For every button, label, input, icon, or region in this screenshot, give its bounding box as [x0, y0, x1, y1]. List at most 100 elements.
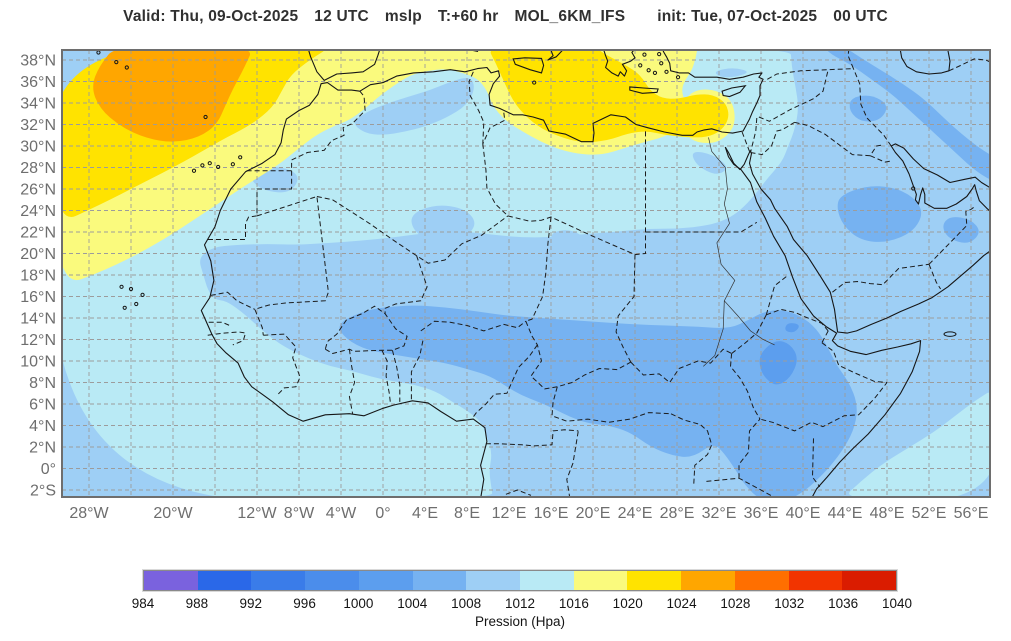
colorbar-cell-1008-1012: [466, 571, 521, 590]
country-border-path: [870, 155, 892, 163]
title-field: mslp: [384, 8, 422, 25]
pressure-region-1020-1024-mediterranean: [490, 50, 729, 142]
colorbar-tick-label: 988: [185, 596, 209, 611]
island-dot: [191, 168, 197, 173]
country-border-path: [551, 386, 671, 423]
country-border-path: [384, 255, 428, 314]
island-dot: [532, 80, 537, 85]
country-border-path: [615, 254, 636, 363]
lon-tick-label: 12°E: [492, 505, 527, 522]
country-border-path: [485, 429, 579, 447]
title-init-hour: 00 UTC: [833, 8, 888, 25]
country-border-path: [324, 305, 408, 354]
island-dot: [207, 161, 212, 166]
colorbar-cell-984-988: [144, 571, 198, 590]
lon-tick-label: 16°E: [534, 505, 569, 522]
country-border-path: [507, 128, 646, 256]
lat-tick-label: 4°N: [29, 418, 56, 435]
island-dot: [124, 65, 129, 70]
lat-tick-label: 24°N: [20, 203, 56, 220]
country-border-path: [750, 117, 758, 153]
title-model: MOL_6KM_IFS: [514, 8, 626, 25]
country-border-path: [210, 291, 256, 310]
island-sardinia-tip: [471, 50, 479, 53]
title-init-date: init: Tue, 07-Oct-2025: [657, 8, 818, 25]
lon-tick-label: 32°E: [702, 505, 737, 522]
country-border-path: [759, 342, 888, 432]
lat-tick-label: 38°N: [20, 53, 56, 70]
country-border-path: [847, 50, 854, 69]
colorbar-cell-1016-1020: [573, 571, 628, 590]
pressure-map: 38°N 36°N 34°N 32°N 30°N 28°N 26°N 24°N 22°N 20°N…: [20, 49, 991, 522]
pressure-region-1012-1016-indian-ocean: [849, 392, 990, 497]
island-dot: [128, 286, 134, 292]
country-border-path: [928, 264, 942, 290]
country-border-path: [381, 350, 391, 403]
colorbar-cell-1032-1036: [788, 571, 843, 590]
pressure-region-1004-1008-zagros: [849, 95, 887, 122]
country-border-path: [291, 90, 366, 171]
title-valid-date: Valid: Thu, 09-Oct-2025: [123, 8, 299, 25]
colorbar-tick-label: 1040: [881, 596, 913, 611]
island-dot: [646, 68, 651, 73]
coastline-path: [899, 50, 951, 75]
island-dot: [238, 155, 243, 160]
country-border-path: [812, 438, 821, 488]
colorbar-tick-label: 992: [239, 596, 262, 611]
page-title: Valid: Thu, 09-Oct-2025 12 UTC mslp T:+6…: [0, 8, 1011, 26]
country-border-path: [765, 274, 789, 315]
country-border-path: [482, 143, 509, 217]
map-frame: [61, 49, 991, 498]
lat-tick-label: 2°N: [29, 440, 56, 457]
title-lead-time: T:+60 hr: [437, 8, 499, 25]
country-border-path: [750, 121, 795, 156]
lat-tick-label: 6°N: [29, 397, 56, 414]
coastline-path: [200, 50, 764, 497]
pressure-fill-regions: [62, 50, 990, 497]
country-border-path: [263, 333, 301, 395]
lon-tick-label: 28°E: [660, 505, 695, 522]
country-border-path: [505, 489, 532, 496]
country-border-path: [254, 196, 329, 336]
lat-tick-label: 32°N: [20, 117, 56, 134]
country-border-path: [730, 353, 761, 420]
river-nile: [703, 137, 736, 367]
country-border-path: [767, 68, 854, 80]
country-border-path: [472, 344, 538, 418]
lon-tick-label: 0°: [375, 505, 390, 522]
lon-tick-label: 8°W: [284, 505, 315, 522]
country-border-path: [758, 69, 829, 122]
country-border-path: [731, 314, 767, 354]
colorbar-cell-1000-1004: [358, 571, 413, 590]
island-dot: [122, 305, 127, 310]
pressure-region-1004-1008-iran-swath: [826, 50, 990, 180]
lat-tick-label: 2°S: [30, 483, 56, 500]
coastline-path: [603, 50, 636, 77]
island-dot: [664, 69, 669, 74]
country-border-path: [794, 121, 883, 157]
country-border-path: [420, 320, 527, 332]
lon-tick-label: 48°E: [870, 505, 905, 522]
colorbar-tick-label: 1028: [720, 596, 751, 611]
island-dot: [642, 52, 647, 57]
rivers: [703, 137, 775, 367]
island-cyprus: [721, 85, 747, 98]
coastline-path: [890, 145, 990, 212]
lon-tick-label: 24°E: [618, 505, 653, 522]
country-borders: [205, 50, 990, 497]
lat-tick-label: 0°: [41, 461, 56, 478]
country-border-path: [566, 430, 579, 497]
pressure-region-1004-1008-sahel-horn: [339, 305, 857, 497]
lat-tick-label: 12°N: [20, 332, 56, 349]
colorbar-cell-1036-1040: [842, 571, 897, 590]
lon-tick-label: 20°W: [153, 505, 193, 522]
colorbar-tick-label: 1024: [666, 596, 697, 611]
island-dot: [230, 162, 235, 167]
graticule-grid: [62, 50, 990, 497]
colorbar-cell-1004-1008: [412, 571, 467, 590]
country-border-path: [766, 308, 829, 332]
lon-tick-label: 52°E: [912, 505, 947, 522]
country-border-path: [852, 68, 892, 147]
country-border-path: [391, 350, 401, 402]
island-socotra: [943, 331, 957, 337]
